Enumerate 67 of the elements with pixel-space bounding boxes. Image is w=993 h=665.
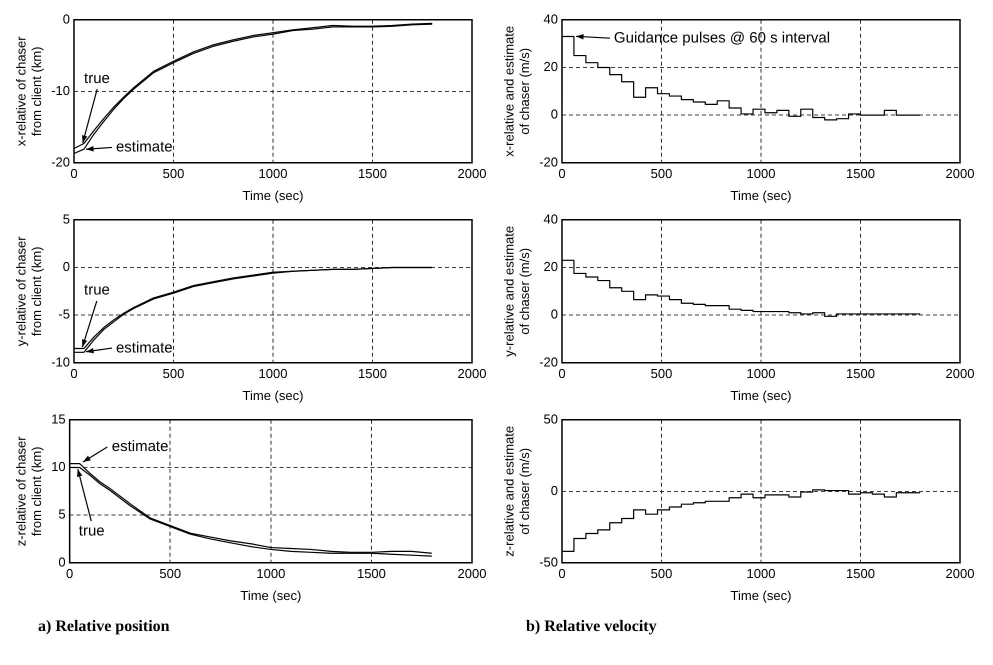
y-tick-label: 0 <box>550 482 558 498</box>
x-tick-label: 1500 <box>846 366 875 382</box>
x-tick-label: 1000 <box>258 166 288 182</box>
y-tick-label: 0 <box>62 259 70 274</box>
x-tick-label: 1500 <box>358 166 387 182</box>
x-tick-label: 1000 <box>256 566 286 582</box>
x-axis-title: Time (sec) <box>242 388 304 403</box>
x-tick-label: 1500 <box>846 166 875 182</box>
x-tick-label: 500 <box>650 166 672 182</box>
text: b) Relative velocity <box>526 618 658 636</box>
annotation: true <box>84 70 110 88</box>
x-tick-label: 500 <box>162 366 184 382</box>
x-axis-title: Time (sec) <box>242 188 304 203</box>
x-tick-label: 500 <box>162 166 184 182</box>
y-axis-title: z-relative of chaser from client (km) <box>13 436 44 546</box>
x-tick-label: 2000 <box>458 566 486 582</box>
x-tick-label: 1500 <box>846 566 875 582</box>
x-tick-label: 1500 <box>358 366 387 382</box>
y-axis-title: y-relative and estimate of chaser (m/s) <box>501 226 532 357</box>
annotation: true <box>78 522 105 540</box>
x-tick-label: 500 <box>650 366 672 382</box>
y-tick-label: 0 <box>58 554 66 570</box>
annotation: estimate <box>116 339 173 356</box>
y-tick-label: 5 <box>62 211 70 226</box>
y-tick-label: 40 <box>544 11 558 26</box>
x-tick-label: 2000 <box>458 166 486 182</box>
y-tick-label: 20 <box>544 59 558 74</box>
y-tick-label: -10 <box>51 82 70 98</box>
y-tick-label: 0 <box>62 11 70 26</box>
x-tick-label: 500 <box>159 566 182 582</box>
annotation: estimate <box>112 438 168 455</box>
x-tick-label: 1000 <box>258 366 288 382</box>
x-tick-label: 1500 <box>356 566 386 582</box>
annotation: estimate <box>116 138 173 156</box>
x-tick-label: 1000 <box>746 166 776 182</box>
y-tick-label: -10 <box>51 354 70 370</box>
y-axis-title: x-relative and estimate of chaser (m/s) <box>501 26 532 157</box>
x-tick-label: 2000 <box>946 366 974 382</box>
x-axis-title: Time (sec) <box>730 188 792 203</box>
y-axis-title: y-relative of chaser from client (km) <box>13 236 44 346</box>
y-tick-label: -50 <box>539 554 558 570</box>
y-tick-label: 0 <box>550 106 558 122</box>
x-tick-label: 2000 <box>946 166 974 182</box>
y-tick-label: 40 <box>544 211 558 226</box>
y-tick-label: 10 <box>51 459 66 474</box>
y-tick-label: 50 <box>544 411 558 426</box>
annotation: Guidance pulses @ 60 s interval <box>614 30 830 47</box>
y-tick-label: -5 <box>58 306 70 322</box>
y-tick-label: -20 <box>539 354 558 370</box>
x-tick-label: 2000 <box>458 366 486 382</box>
x-axis-title: Time (sec) <box>730 588 792 603</box>
y-axis-title: z-relative and estimate of chaser (m/s) <box>501 426 532 557</box>
annotation: true <box>84 282 110 299</box>
x-tick-label: 1000 <box>746 566 776 582</box>
y-tick-label: -20 <box>51 154 70 170</box>
x-tick-label: 2000 <box>946 566 974 582</box>
y-axis-title: x-relative of chaser from client (km) <box>13 36 44 146</box>
x-axis-title: Time (sec) <box>240 588 302 603</box>
x-tick-label: 500 <box>650 566 672 582</box>
y-tick-label: 0 <box>550 306 558 322</box>
y-tick-label: 15 <box>51 411 66 426</box>
y-tick-label: 20 <box>544 259 558 274</box>
x-tick-label: 1000 <box>746 366 776 382</box>
x-axis-title: Time (sec) <box>730 388 792 403</box>
y-tick-label: -20 <box>539 154 558 170</box>
y-tick-label: 5 <box>58 506 66 522</box>
text: a) Relative position <box>38 618 171 636</box>
